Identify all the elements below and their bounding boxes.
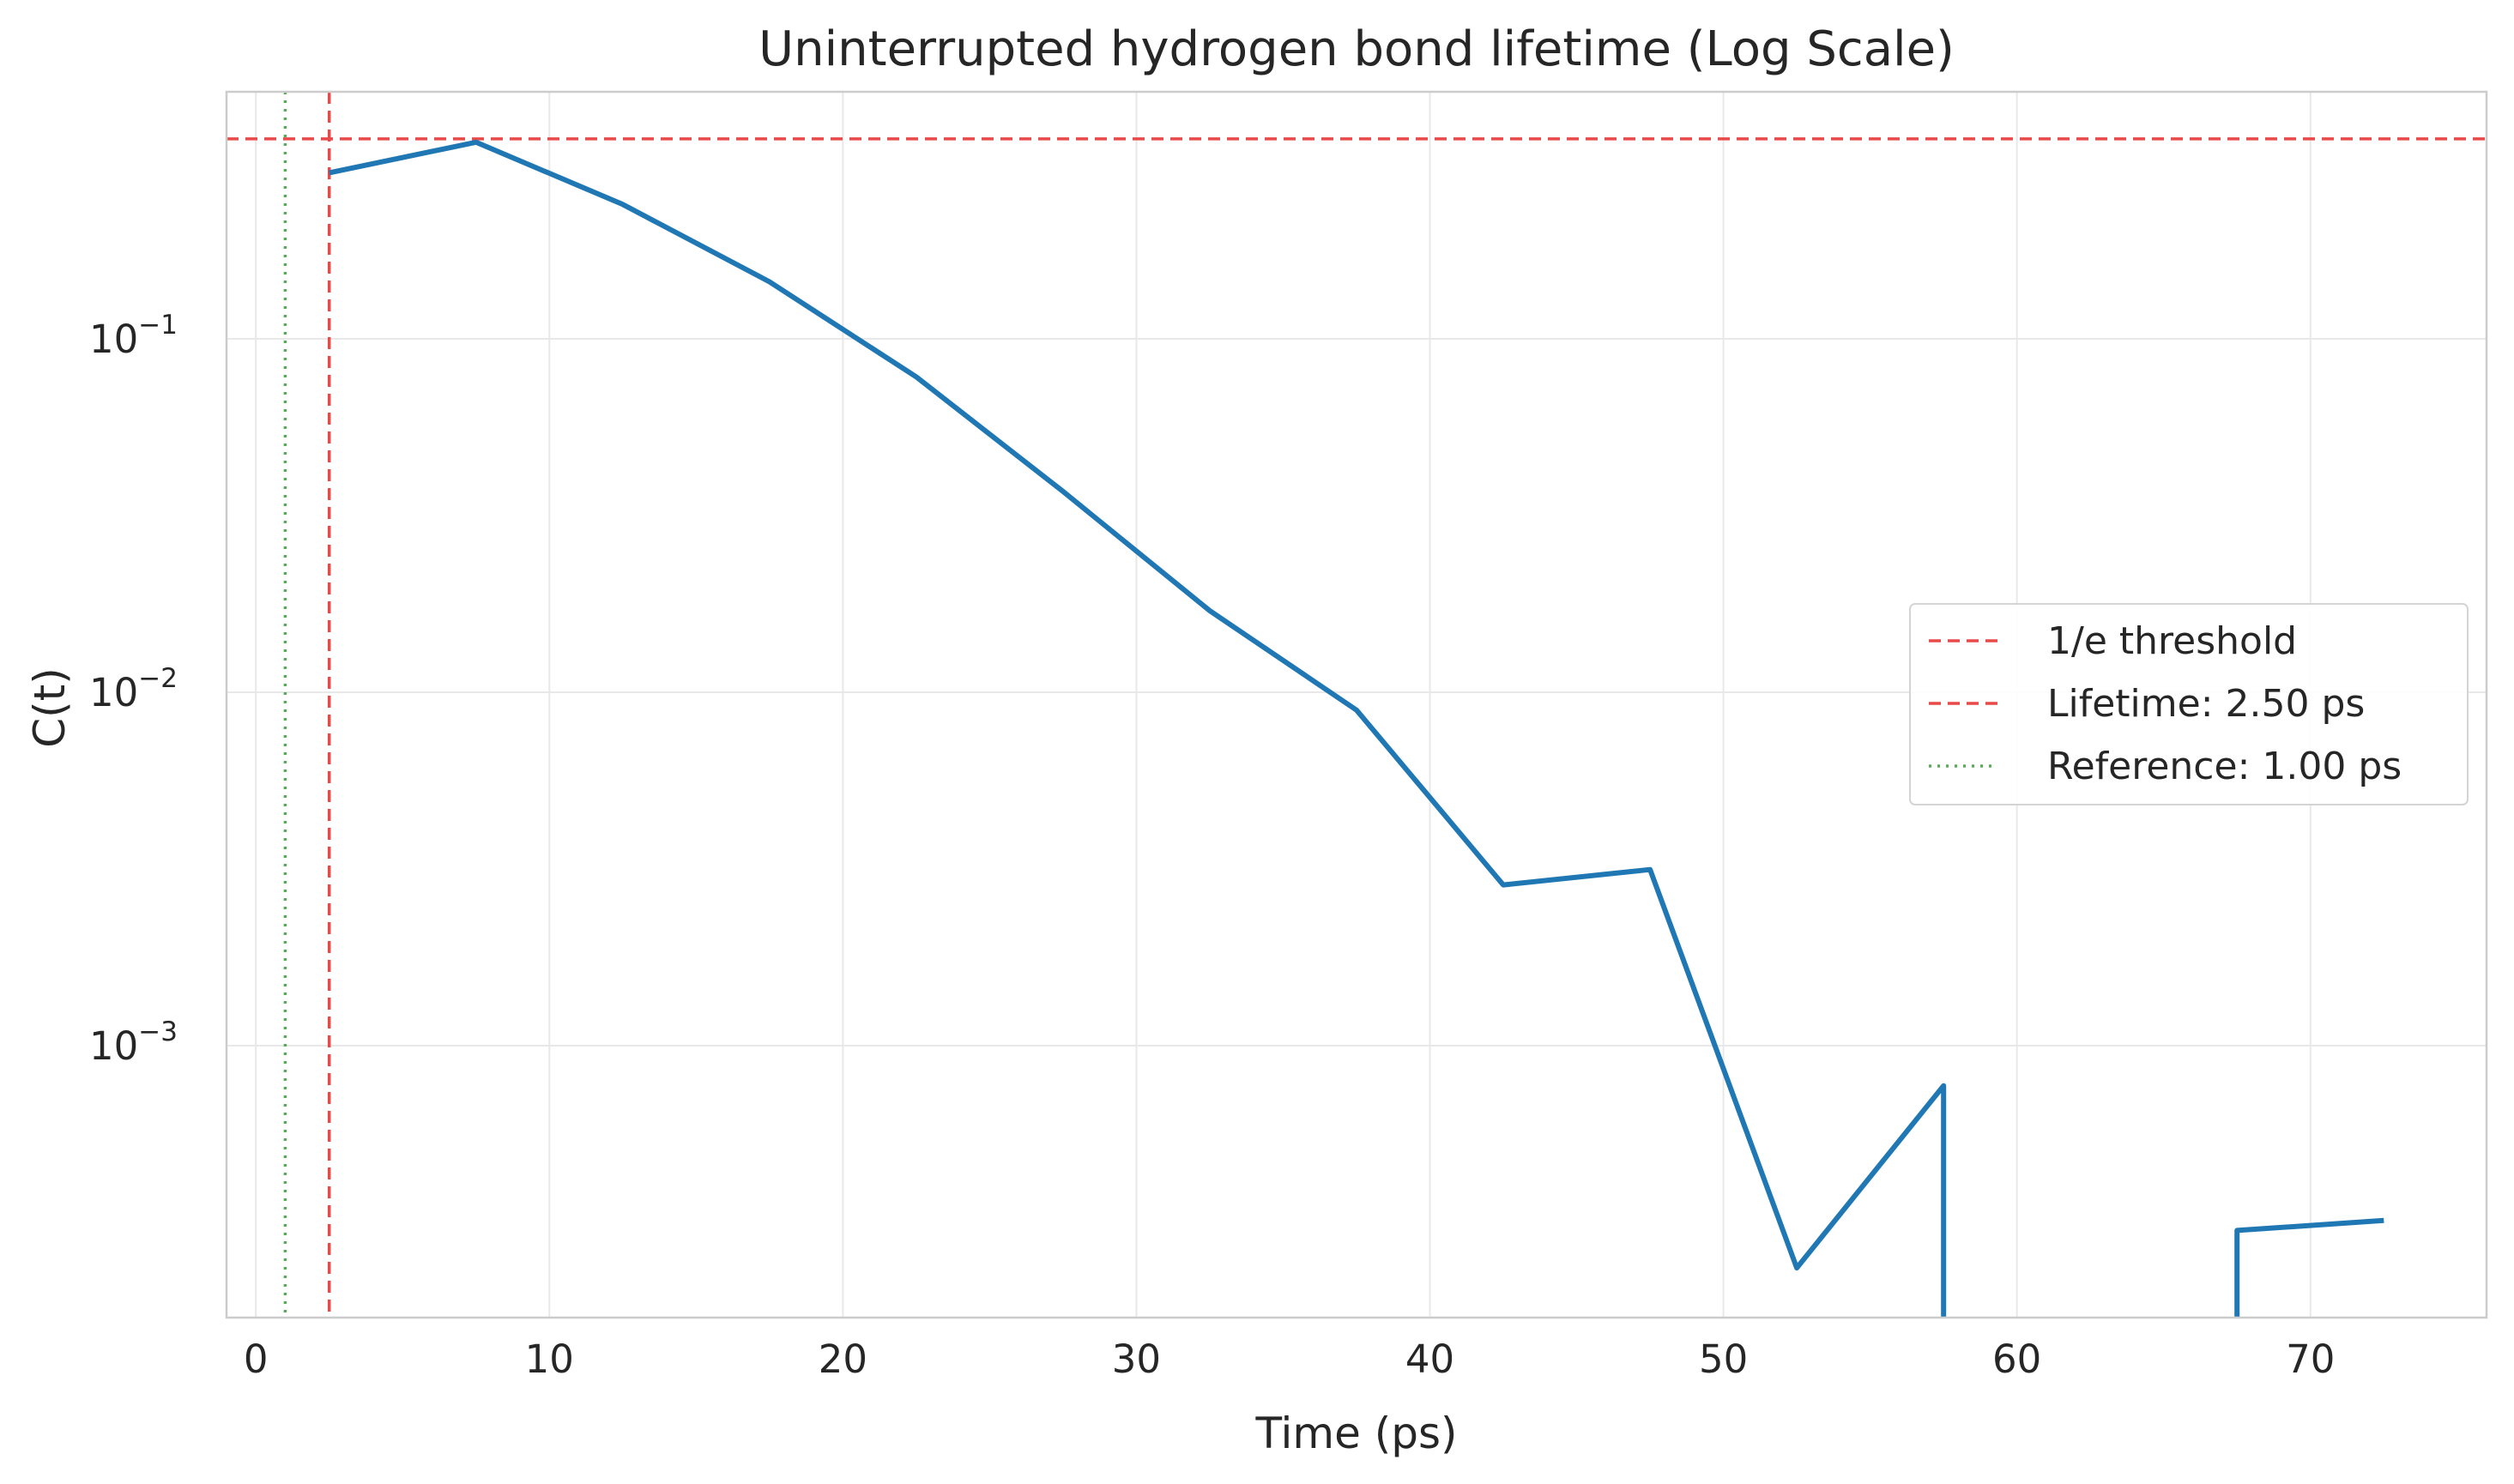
x-tick-label: 0 (244, 1336, 269, 1382)
y-axis-label: C(t) (25, 667, 75, 748)
chart-title: Uninterrupted hydrogen bond lifetime (Lo… (758, 21, 1955, 77)
legend-label: Reference: 1.00 ps (2047, 745, 2402, 788)
reference-lines (227, 92, 2487, 1318)
legend: 1/e threshold Lifetime: 2.50 ps Reference:… (1909, 603, 2469, 805)
series-line (329, 139, 1947, 1318)
y-axis-ticks: 10−1 10−2 10−3 (89, 310, 178, 1069)
y-tick-label: 10−1 (89, 310, 178, 362)
x-axis-ticks: 0 10 20 30 40 50 60 70 (244, 1336, 2335, 1382)
x-tick-label: 10 (525, 1336, 574, 1382)
series-line (2234, 1217, 2384, 1318)
x-tick-label: 30 (1112, 1336, 1161, 1382)
legend-box (1909, 603, 2469, 805)
x-tick-label: 60 (1992, 1336, 2041, 1382)
y-tick-label: 10−3 (89, 1016, 178, 1069)
data-series (329, 139, 2384, 1318)
x-tick-label: 20 (819, 1336, 867, 1382)
x-axis-label: Time (ps) (1254, 1409, 1457, 1458)
y-tick-label: 10−2 (89, 663, 178, 715)
legend-label: 1/e threshold (2047, 619, 2297, 663)
plot-frame (225, 90, 2488, 1319)
x-tick-label: 50 (1699, 1336, 1748, 1382)
legend-label: Lifetime: 2.50 ps (2047, 682, 2365, 726)
x-tick-label: 70 (2286, 1336, 2335, 1382)
x-tick-label: 40 (1405, 1336, 1454, 1382)
